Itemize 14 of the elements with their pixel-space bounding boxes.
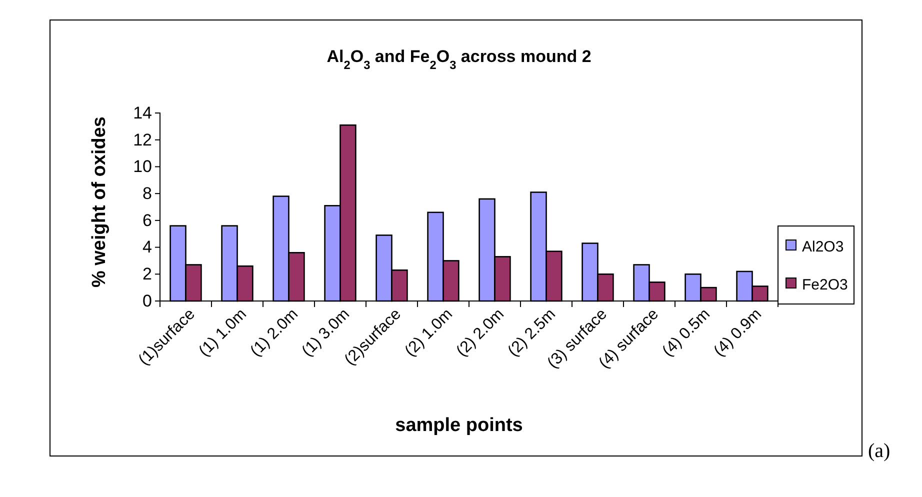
legend-label: Fe2O3 [802,276,848,294]
y-tick-label: 2 [142,264,152,284]
y-tick-label: 8 [142,184,152,204]
legend-label: Al2O3 [802,238,844,256]
chart-title: Al$_{2}$O$_{3}$ and Fe$_{2}$O$_{3}$ across mound 2 [326,47,592,72]
y-tick-label: 6 [142,210,152,230]
y-tick-label: 4 [142,238,152,257]
y-axis-title: % weight of oxides [89,116,110,288]
y-tick-label: 10 [133,157,152,176]
y-tick-label: 0 [142,291,152,310]
y-tick-label: 12 [133,130,152,150]
x-axis-title: sample points [395,415,523,436]
text: (a) [868,440,890,462]
y-tick-label: 14 [133,103,152,122]
